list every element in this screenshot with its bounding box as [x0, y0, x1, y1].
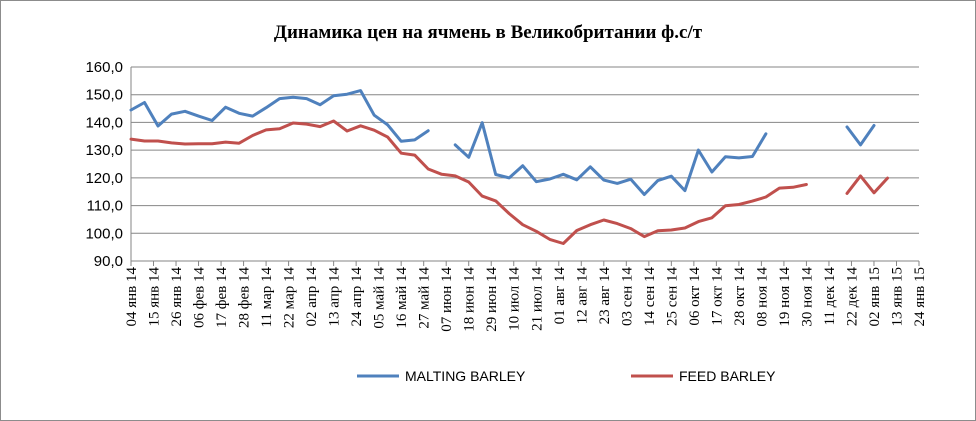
- x-tick-label: 08 ноя 14: [754, 267, 770, 327]
- x-tick-label: 14 сен 14: [642, 267, 658, 327]
- x-tick-label: 07 июн 14: [439, 267, 455, 332]
- legend-label: MALTING BARLEY: [405, 368, 526, 384]
- series-line: [129, 89, 430, 143]
- legend: MALTING BARLEY FEED BARLEY: [357, 368, 776, 384]
- x-tick-label: 23 авг 14: [597, 267, 613, 325]
- series-malting-barley: [129, 89, 876, 196]
- x-tick-label: 22 мар 14: [282, 267, 298, 329]
- x-tick-label: 29 июн 14: [484, 267, 500, 332]
- x-tick-label: 19 ноя 14: [777, 267, 793, 327]
- x-tick-label: 13 апр 14: [327, 267, 343, 327]
- y-tick-label: 140,0: [85, 114, 123, 131]
- grid-layer: [131, 66, 919, 234]
- x-tick-label: 11 мар 14: [259, 267, 275, 328]
- x-tick-label: 10 июл 14: [507, 267, 523, 331]
- x-tick-label: 02 янв 15: [867, 267, 883, 327]
- series-line: [845, 174, 889, 195]
- x-tick-label: 05 май 14: [372, 267, 388, 329]
- x-tick-label: 13 янв 15: [889, 267, 905, 327]
- series-layer: [129, 89, 889, 245]
- x-tick-label: 17 фев 14: [214, 267, 230, 328]
- x-tick-label: 27 май 14: [417, 267, 433, 329]
- axis-layer: 160,0150,0140,0130,0120,0110,0100,090,00…: [85, 59, 928, 332]
- y-tick-label: 90,0: [94, 253, 123, 270]
- x-tick-label: 12 авг 14: [574, 267, 590, 325]
- series-line: [845, 124, 876, 147]
- x-tick-label: 03 сен 14: [619, 267, 635, 327]
- x-tick-label: 24 апр 14: [349, 267, 365, 327]
- y-tick-label: 110,0: [87, 198, 123, 215]
- x-tick-label: 06 окт 14: [687, 267, 703, 326]
- x-tick-label: 22 дек 14: [844, 267, 860, 327]
- chart-title: Динамика цен на ячмень в Великобритании …: [274, 22, 703, 43]
- series-line: [453, 121, 768, 196]
- x-tick-label: 30 ноя 14: [799, 267, 815, 327]
- x-tick-label: 21 июл 14: [529, 267, 545, 331]
- y-tick-label: 160,0: [85, 59, 123, 76]
- x-tick-label: 28 фев 14: [237, 267, 253, 328]
- x-tick-label: 06 фев 14: [192, 267, 208, 328]
- x-tick-label: 28 окт 14: [732, 267, 748, 326]
- x-tick-label: 04 янв 14: [124, 267, 140, 327]
- x-tick-label: 26 янв 14: [169, 267, 185, 327]
- x-tick-label: 02 апр 14: [304, 267, 320, 327]
- x-tick-label: 11 дек 14: [822, 267, 838, 326]
- legend-label: FEED BARLEY: [679, 368, 776, 384]
- y-tick-label: 130,0: [85, 142, 123, 159]
- series-feed-barley: [129, 119, 889, 245]
- x-tick-label: 16 май 14: [394, 267, 410, 329]
- x-tick-label: 01 авг 14: [552, 267, 568, 325]
- y-tick-label: 150,0: [85, 87, 123, 104]
- x-tick-label: 15 янв 14: [147, 267, 163, 327]
- x-tick-label: 25 сен 14: [664, 267, 680, 327]
- x-tick-label: 18 июн 14: [462, 267, 478, 332]
- y-tick-label: 100,0: [85, 225, 123, 242]
- y-tick-label: 120,0: [85, 170, 123, 187]
- x-tick-label: 17 окт 14: [709, 267, 725, 326]
- x-tick-label: 24 янв 15: [912, 267, 928, 327]
- series-line: [129, 119, 808, 245]
